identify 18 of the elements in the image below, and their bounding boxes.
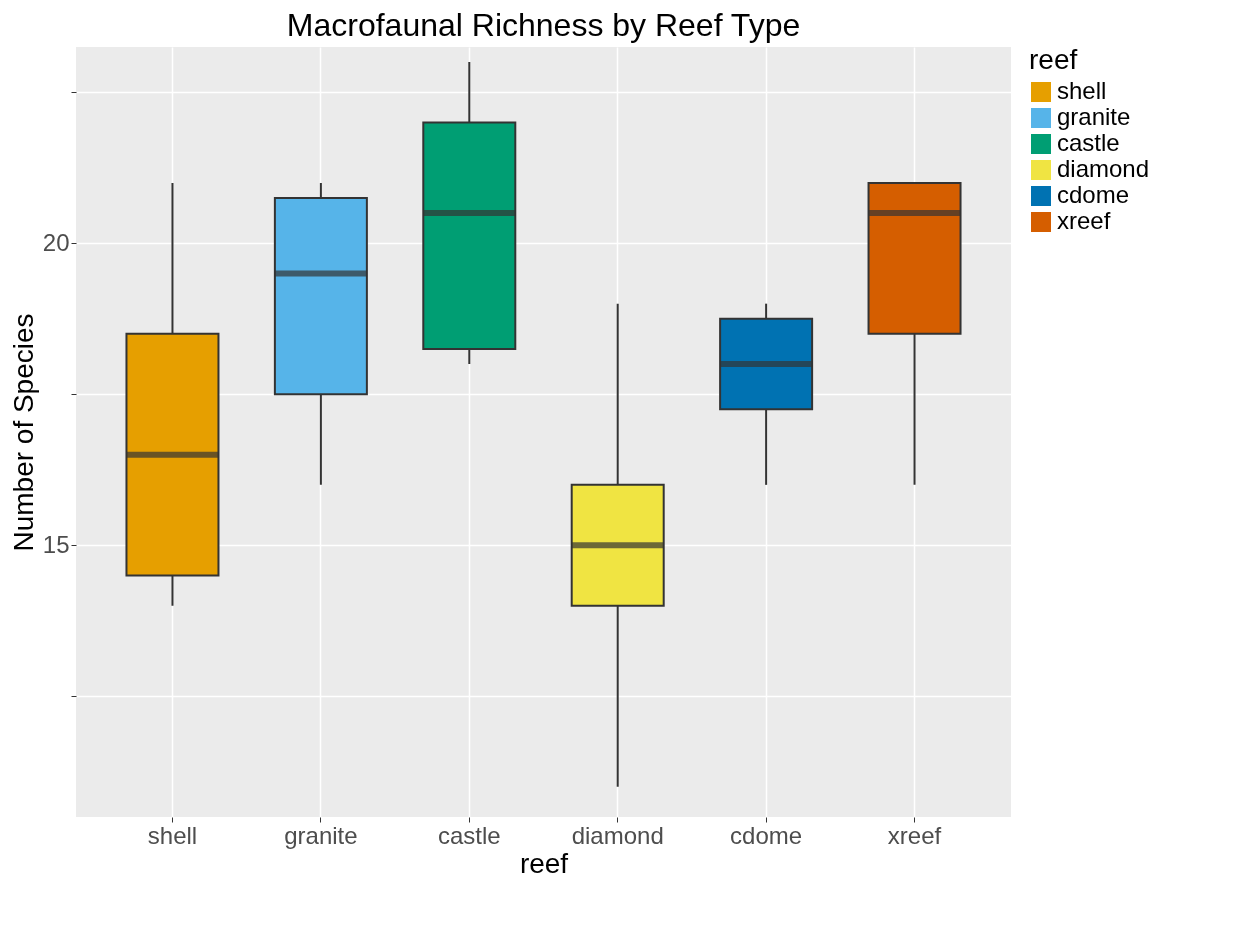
legend-label: xreef: [1057, 207, 1111, 234]
x-tick-label: shell: [147, 821, 198, 849]
y-tick-label: 20: [42, 228, 70, 256]
x-tick-label: xreef: [887, 821, 942, 849]
legend-label: shell: [1057, 77, 1107, 104]
chart-title: Macrofaunal Richness by Reef Type: [286, 7, 801, 43]
y-axis-title: Number of Species: [7, 313, 39, 552]
x-tick-label: granite: [284, 821, 358, 849]
x-tick-label: cdome: [730, 821, 803, 849]
legend-label: diamond: [1057, 155, 1150, 182]
legend-title: reef: [1029, 44, 1078, 75]
legend-label: granite: [1057, 103, 1131, 130]
legend-label: castle: [1057, 129, 1120, 156]
x-axis-title: reef: [519, 847, 569, 879]
legend-label: cdome: [1057, 181, 1130, 208]
x-tick-label: castle: [437, 821, 501, 849]
x-tick-label: diamond: [571, 821, 664, 849]
y-tick-label: 15: [42, 530, 70, 558]
